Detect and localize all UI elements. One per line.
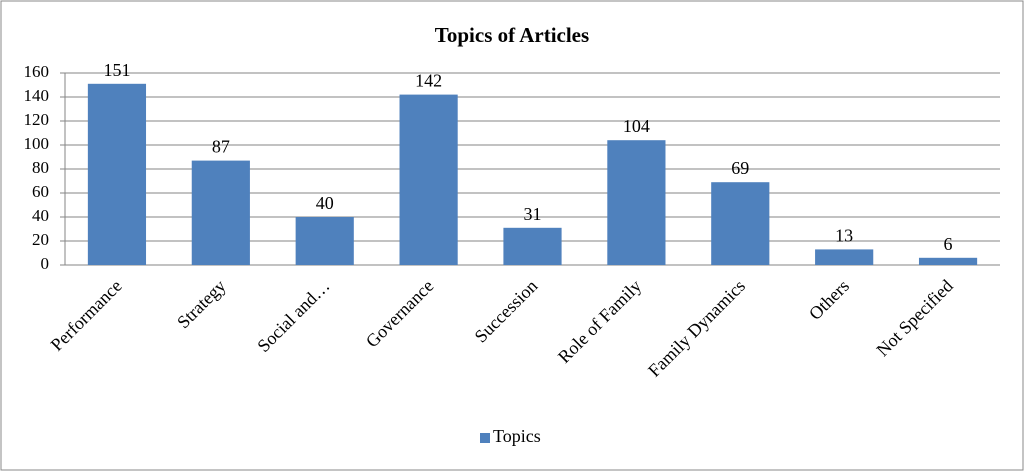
value-label: 13 <box>835 225 853 245</box>
legend-swatch <box>480 433 490 443</box>
bar <box>191 160 250 265</box>
y-tick-label: 80 <box>32 158 49 177</box>
value-label: 104 <box>623 116 650 136</box>
value-label: 69 <box>731 158 749 178</box>
bar <box>295 217 354 265</box>
bar <box>711 182 770 265</box>
bar <box>607 140 666 265</box>
bar <box>815 249 874 265</box>
y-tick-label: 20 <box>32 230 49 249</box>
y-tick-label: 120 <box>24 110 50 129</box>
legend-label: Topics <box>493 426 541 446</box>
value-label: 151 <box>103 60 130 80</box>
value-label: 6 <box>944 234 953 254</box>
bar <box>503 227 562 265</box>
bar <box>399 94 458 265</box>
value-label: 142 <box>415 71 442 91</box>
value-label: 31 <box>524 204 542 224</box>
y-tick-label: 100 <box>24 134 50 153</box>
bar <box>87 83 147 265</box>
value-label: 40 <box>316 193 334 213</box>
y-tick-label: 140 <box>24 86 50 105</box>
y-tick-label: 40 <box>32 206 49 225</box>
chart-title: Topics of Articles <box>435 23 589 47</box>
y-tick-label: 160 <box>24 62 50 81</box>
bar <box>918 257 978 265</box>
y-tick-label: 60 <box>32 182 49 201</box>
y-tick-label: 0 <box>41 254 50 273</box>
value-label: 87 <box>212 137 230 157</box>
